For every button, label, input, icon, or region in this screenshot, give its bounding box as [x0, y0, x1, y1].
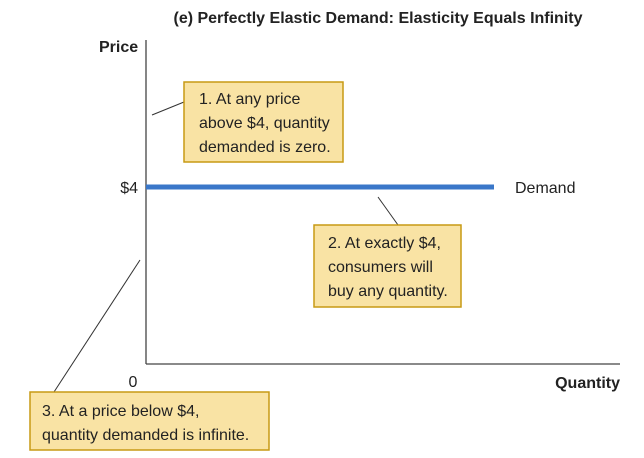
- x-tick-label: 0: [129, 374, 138, 391]
- callout-above-line-2: above $4, quantity: [199, 115, 330, 132]
- callout-exact-line-2: consumers will: [328, 259, 433, 276]
- x-axis-label: Quantity: [555, 375, 620, 392]
- callout-below-line-1: 3. At a price below $4,: [42, 403, 199, 420]
- leader-line-above: [151, 101, 185, 116]
- callout-exact: 2. At exactly $4, consumers will buy any…: [313, 224, 462, 308]
- callout-exact-line-3: buy any quantity.: [328, 283, 448, 300]
- callout-below-box: [29, 391, 270, 451]
- callout-above-line-1: 1. At any price: [199, 91, 300, 108]
- chart-title: (e) Perfectly Elastic Demand: Elasticity…: [173, 10, 582, 27]
- callout-above-box: [183, 81, 344, 163]
- callout-below-line-2: quantity demanded is infinite.: [42, 427, 249, 444]
- callout-exact-box: [313, 224, 462, 308]
- callout-exact-line-1: 2. At exactly $4,: [328, 235, 441, 252]
- leader-line-exact: [377, 196, 399, 226]
- callout-above: 1. At any price above $4, quantity deman…: [183, 81, 344, 163]
- leader-line-below: [53, 259, 141, 393]
- y-tick-label: $4: [120, 180, 138, 197]
- y-axis-label: Price: [99, 39, 138, 56]
- callout-below: 3. At a price below $4, quantity demande…: [29, 391, 270, 451]
- series-label-demand: Demand: [515, 180, 575, 197]
- callout-above-line-3: demanded is zero.: [199, 139, 331, 156]
